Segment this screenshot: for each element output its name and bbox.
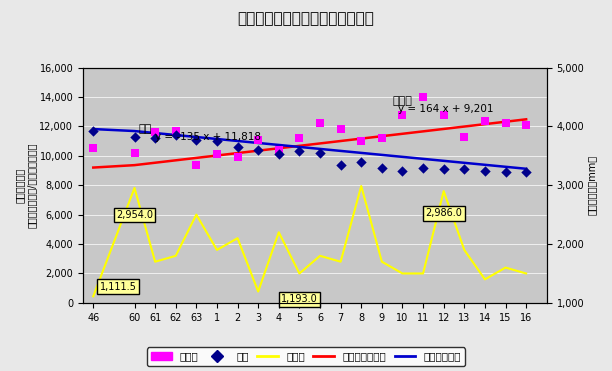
Point [171, 132, 181, 138]
Point [521, 122, 531, 128]
Point [356, 138, 366, 144]
Point [150, 135, 160, 141]
Point [521, 169, 531, 175]
Point [233, 154, 242, 160]
Point [253, 137, 263, 142]
Point [356, 159, 366, 165]
Point [377, 165, 387, 171]
Point [88, 145, 98, 151]
Point [398, 168, 408, 174]
Point [212, 138, 222, 144]
Point [501, 169, 510, 175]
Point [130, 150, 140, 156]
Point [377, 135, 387, 141]
Point [294, 135, 304, 141]
Y-axis label: 農業産出額：
八重山（千円）/全県（百万円）: 農業産出額： 八重山（千円）/全県（百万円） [15, 142, 37, 228]
Legend: 八重山, 全県, 降雨量, 線形（八重山）, 線形（全県）: 八重山, 全県, 降雨量, 線形（八重山）, 線形（全県） [147, 348, 465, 366]
Point [274, 147, 284, 153]
Point [212, 151, 222, 157]
Text: 1,111.5: 1,111.5 [100, 282, 136, 292]
Text: 2,954.0: 2,954.0 [116, 210, 153, 220]
Point [336, 127, 346, 132]
Point [315, 150, 325, 156]
Text: y = 164 x + 9,201: y = 164 x + 9,201 [398, 104, 494, 114]
Point [501, 121, 510, 127]
Point [130, 134, 140, 139]
Text: 全県: 全県 [139, 124, 152, 134]
Text: 2,986.0: 2,986.0 [425, 208, 462, 218]
Point [439, 166, 449, 172]
Point [253, 147, 263, 153]
Point [418, 165, 428, 171]
Point [480, 168, 490, 174]
Point [439, 112, 449, 118]
Point [336, 162, 346, 168]
Point [460, 134, 469, 139]
Point [398, 112, 408, 118]
Text: 1,193.0: 1,193.0 [281, 295, 318, 305]
Text: 八重山: 八重山 [392, 96, 412, 106]
Point [480, 118, 490, 124]
Point [418, 94, 428, 100]
Point [315, 121, 325, 127]
Point [274, 151, 284, 157]
Point [233, 144, 242, 150]
Point [192, 137, 201, 142]
Point [294, 148, 304, 154]
Text: y = -135 x + 11,818: y = -135 x + 11,818 [155, 132, 261, 142]
Text: 農業産出額の推移と降雨量の影響: 農業産出額の推移と降雨量の影響 [237, 11, 375, 26]
Y-axis label: 年間降水量（mm）: 年間降水量（mm） [587, 155, 597, 215]
Point [460, 166, 469, 172]
Point [88, 128, 98, 134]
Point [171, 128, 181, 134]
Point [150, 129, 160, 135]
Point [192, 162, 201, 168]
